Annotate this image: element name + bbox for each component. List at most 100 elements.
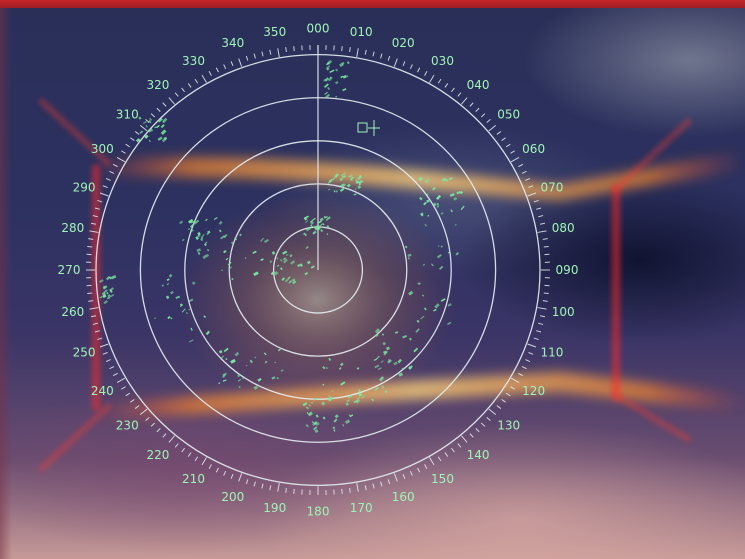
scale-tick — [387, 479, 391, 485]
echo-blip — [356, 396, 361, 400]
echo-blip — [361, 395, 366, 399]
echo-blip — [408, 337, 412, 341]
echo-blip — [324, 91, 328, 95]
echo-blip — [407, 257, 411, 260]
echo-blip — [381, 385, 385, 389]
echo-blip — [319, 222, 324, 227]
scale-tick — [238, 58, 243, 67]
echo-blip — [378, 376, 385, 382]
echo-cluster — [404, 245, 459, 325]
echo-blip — [161, 129, 167, 135]
scale-tick — [480, 113, 486, 118]
echo-blip — [415, 328, 420, 333]
echo-blip — [436, 205, 440, 208]
echo-cluster — [269, 245, 315, 285]
echo-blip — [234, 351, 240, 357]
echo-blip — [328, 76, 333, 82]
echo-blip — [320, 228, 324, 233]
echo-blip — [145, 124, 148, 128]
echo-blip — [448, 177, 453, 181]
scale-tick — [181, 87, 185, 93]
top-red-band — [0, 0, 745, 8]
echo-blip — [234, 237, 238, 241]
scale-tick — [109, 366, 115, 370]
echo-blip — [312, 230, 317, 235]
bearing-label: 100 — [552, 305, 575, 319]
scale-tick — [444, 83, 449, 88]
echo-blip — [148, 139, 151, 143]
scale-tick — [293, 488, 295, 494]
scale-tick — [105, 359, 111, 362]
scale-tick — [245, 55, 249, 61]
echo-blip — [227, 261, 232, 266]
echo-blip — [327, 59, 333, 65]
echo-blip — [339, 362, 344, 367]
echo-blip — [197, 232, 201, 236]
echo-blip — [422, 263, 426, 266]
echo-blip — [382, 341, 387, 346]
echo-blip — [313, 397, 318, 401]
scale-tick — [253, 481, 256, 487]
echo-blip — [99, 279, 104, 283]
scale-tick — [89, 230, 99, 233]
scale-tick — [528, 185, 534, 188]
echo-blip — [381, 333, 385, 336]
target-marker — [357, 120, 380, 136]
bearing-label: 050 — [497, 108, 520, 122]
echo-blip — [375, 355, 380, 360]
echo-blip — [355, 180, 360, 185]
echo-blip — [218, 220, 223, 225]
scale-tick — [162, 102, 167, 107]
echo-blip — [110, 274, 117, 280]
bearing-label: 200 — [221, 490, 244, 504]
echo-blip — [423, 307, 427, 311]
echo-blip — [190, 220, 196, 224]
bearing-label: 300 — [91, 142, 114, 156]
echo-blip — [252, 250, 257, 254]
scale-tick — [349, 487, 351, 493]
scale-tick — [417, 467, 421, 473]
scale-tick — [277, 482, 280, 492]
echo-blip — [196, 248, 201, 253]
echo-blip — [420, 315, 425, 320]
echo-blip — [297, 263, 303, 268]
scale-tick — [174, 92, 179, 97]
echo-blip — [377, 367, 382, 371]
scale-tick — [208, 71, 212, 76]
scale-tick — [539, 315, 546, 318]
echo-blip — [161, 284, 164, 287]
echo-blip — [322, 416, 326, 420]
echo-cluster — [373, 328, 420, 371]
scale-tick — [469, 102, 474, 107]
scale-tick — [536, 330, 542, 333]
scale-tick — [156, 107, 161, 112]
echo-blip — [397, 358, 402, 364]
echo-blip — [291, 280, 297, 285]
bearing-label: 210 — [182, 472, 205, 486]
scale-tick — [372, 483, 375, 489]
scale-tick — [469, 433, 474, 438]
scale-tick — [341, 46, 343, 52]
echo-blip — [455, 252, 459, 256]
echo-blip — [302, 402, 308, 407]
echo-blip — [316, 226, 321, 232]
echo-blip — [283, 258, 288, 264]
echo-blip — [106, 292, 109, 295]
scale-tick — [527, 343, 537, 348]
echo-blip — [342, 423, 345, 427]
echo-blip — [419, 196, 423, 201]
scale-tick — [285, 47, 287, 53]
echo-blip — [304, 271, 309, 276]
echo-blip — [245, 364, 248, 367]
echo-blip — [270, 271, 275, 276]
scale-tick — [269, 49, 272, 55]
scale-tick — [480, 422, 486, 427]
echo-cluster — [322, 355, 404, 402]
echo-blip — [346, 61, 350, 65]
scale-tick — [486, 119, 491, 124]
scale-tick — [372, 51, 375, 57]
echo-blip — [203, 243, 207, 247]
echo-blip — [188, 218, 194, 224]
echo-blip — [329, 76, 332, 79]
bearing-label: 080 — [552, 221, 575, 235]
